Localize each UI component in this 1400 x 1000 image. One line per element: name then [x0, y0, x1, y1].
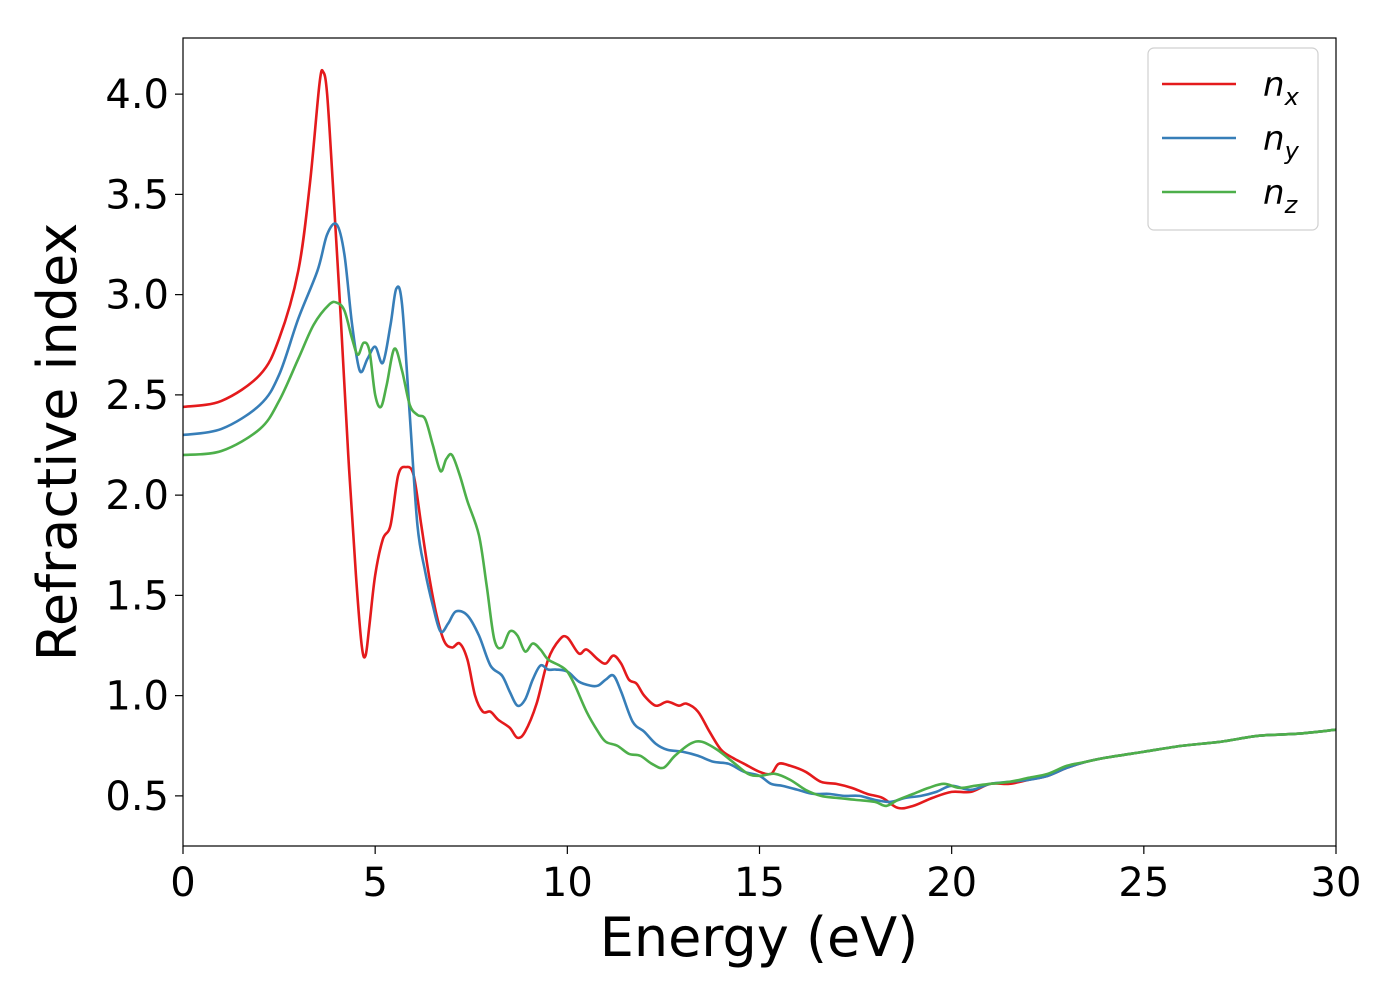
legend-label-ny: ny — [1263, 119, 1300, 165]
y-tick-label: 2.5 — [105, 373, 169, 419]
y-axis-label: Refractive index — [26, 223, 89, 662]
y-axis: 0.5 1.0 1.5 2.0 2.5 3.0 3.5 4.0 — [105, 72, 183, 820]
series-line-ny — [183, 222, 1336, 804]
y-tick-label: 3.0 — [105, 273, 169, 319]
series-layer — [183, 68, 1336, 810]
x-tick-label: 30 — [1311, 860, 1362, 906]
y-tick-label: 1.0 — [105, 674, 169, 720]
x-axis: 0 5 10 15 20 25 30 — [170, 846, 1361, 906]
legend-label-nx: nx — [1263, 65, 1300, 111]
x-axis-label: Energy (eV) — [600, 906, 919, 969]
y-tick-label: 0.5 — [105, 774, 169, 820]
y-tick-label: 2.0 — [105, 473, 169, 519]
x-tick-label: 25 — [1118, 860, 1169, 906]
legend: nx ny nz — [1147, 47, 1319, 231]
y-tick-label: 4.0 — [105, 72, 169, 118]
x-tick-label: 15 — [734, 860, 785, 906]
x-tick-label: 0 — [170, 860, 195, 906]
legend-label-nz: nz — [1263, 173, 1299, 219]
series-line-nx — [183, 68, 1336, 810]
series-line-nz — [183, 300, 1336, 808]
x-tick-label: 10 — [542, 860, 593, 906]
y-tick-label: 1.5 — [105, 573, 169, 619]
y-tick-label: 3.5 — [105, 172, 169, 218]
x-tick-label: 20 — [926, 860, 977, 906]
x-tick-label: 5 — [362, 860, 387, 906]
